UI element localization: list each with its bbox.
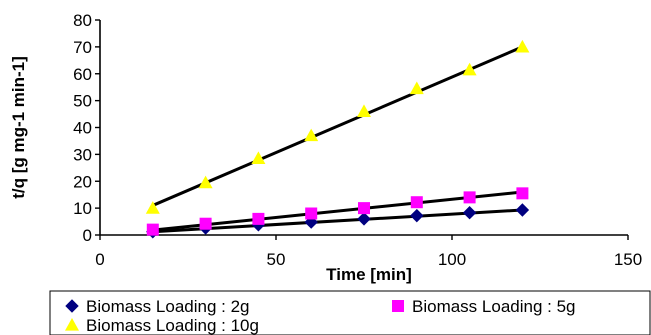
y-tick-label: 60	[73, 65, 92, 84]
plot-area: 0 10 20 30 40 50 60 70 80 0 50 100 150	[73, 11, 642, 269]
data-point	[145, 201, 160, 214]
y-tick-label: 20	[73, 172, 92, 191]
data-point	[358, 202, 370, 215]
data-point	[410, 196, 423, 209]
data-point	[462, 62, 477, 76]
data-point	[305, 207, 318, 220]
series-3	[145, 39, 530, 214]
y-tick-label: 0	[83, 226, 92, 245]
y-axis-title: t/q [g mg-1 min-1]	[9, 56, 28, 199]
legend-marker	[65, 318, 79, 331]
data-point	[146, 223, 159, 236]
x-tick-label: 100	[438, 250, 466, 269]
data-point	[304, 128, 319, 142]
data-point	[515, 39, 530, 53]
legend-label: Biomass Loading : 10g	[86, 316, 259, 335]
series-2	[146, 187, 529, 236]
trendline	[152, 45, 523, 207]
y-tick-label: 40	[73, 119, 92, 138]
data-point	[410, 208, 424, 223]
data-point	[462, 205, 477, 220]
y-tick-label: 50	[73, 92, 92, 111]
data-point	[357, 104, 371, 117]
x-tick-label: 0	[95, 250, 104, 269]
data-point	[198, 175, 213, 189]
trendline	[152, 208, 523, 234]
trendline	[152, 190, 523, 232]
y-tick-label: 80	[73, 11, 92, 30]
y-tick-label: 10	[73, 199, 92, 218]
data-point	[463, 191, 476, 204]
data-point	[515, 203, 530, 217]
data-point	[516, 187, 529, 200]
data-point	[199, 217, 212, 230]
legend-marker	[65, 299, 79, 313]
data-point	[357, 212, 371, 226]
y-tick-label: 70	[73, 38, 92, 57]
data-point	[251, 151, 266, 165]
legend-label: Biomass Loading : 2g	[86, 297, 250, 316]
y-tick-label: 30	[73, 145, 92, 164]
x-tick-label: 50	[267, 250, 286, 269]
data-point	[409, 81, 424, 95]
legend-box	[49, 290, 651, 335]
legend-label: Biomass Loading : 5g	[412, 297, 576, 316]
legend: Biomass Loading : 2g Biomass Loading : 5g…	[49, 290, 651, 335]
x-axis-title: Time [min]	[326, 265, 412, 284]
x-tick-label: 150	[614, 250, 642, 269]
data-point	[252, 212, 265, 225]
legend-marker	[392, 300, 404, 312]
